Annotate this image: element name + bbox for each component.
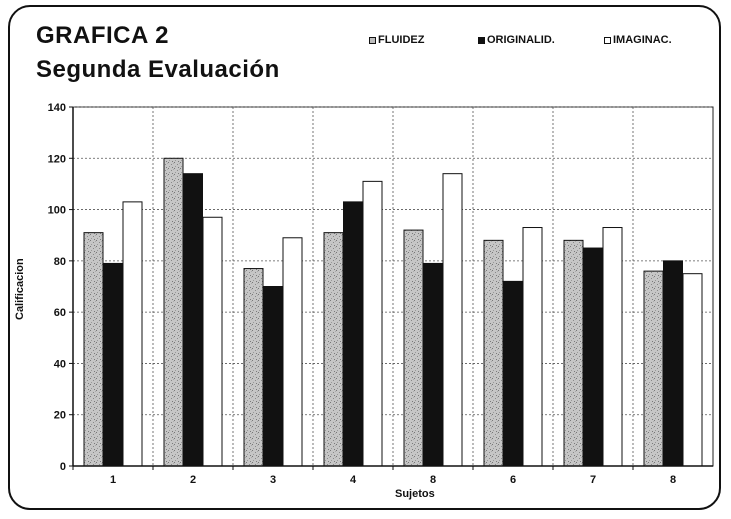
bar-fluidez	[483, 239, 504, 467]
bar-imaginac	[202, 216, 223, 467]
y-tick-label: 100	[48, 205, 66, 217]
legend-label-originalid: ORIGINALID.	[487, 34, 555, 46]
x-axis-label: Sujetos	[395, 488, 435, 500]
x-tick-label: 3	[270, 474, 276, 486]
legend-item-imaginac: IMAGINAC.	[604, 34, 672, 46]
y-tick-label: 0	[60, 461, 66, 473]
legend-item-originalid: ORIGINALID.	[478, 34, 555, 46]
bar-imaginac	[442, 173, 463, 467]
bar-originalid	[343, 201, 363, 467]
axes: 0 20 40 60 80 100 120 140 1 2 3 4 8 6 7 8	[48, 102, 713, 486]
bar-originalid	[503, 280, 523, 467]
legend-swatch-fluidez	[369, 36, 376, 44]
legend-label-imaginac: IMAGINAC.	[613, 34, 672, 46]
x-tick-label: 8	[430, 474, 436, 486]
bar-imaginac	[282, 237, 303, 467]
bar-originalid	[103, 262, 123, 467]
x-tick-label: 8	[670, 474, 676, 486]
bar-imaginac	[362, 180, 383, 467]
x-tick-label: 4	[350, 474, 357, 486]
bar-originalid	[663, 260, 683, 467]
bar-imaginac	[682, 273, 703, 467]
bar-imaginac	[522, 227, 543, 467]
bar-fluidez	[563, 239, 584, 467]
y-tick-label: 20	[54, 410, 66, 422]
y-tick-label: 120	[48, 153, 66, 165]
legend-swatch-imaginac	[604, 36, 611, 44]
chart-title: GRAFICA 2	[36, 22, 169, 49]
y-tick-label: 140	[48, 102, 66, 114]
chart-legend: FLUIDEZ ORIGINALID. IMAGINAC.	[0, 34, 731, 54]
bar-fluidez	[163, 157, 184, 467]
legend-item-fluidez: FLUIDEZ	[369, 34, 424, 46]
bars	[83, 157, 703, 467]
chart-frame	[8, 5, 721, 510]
bar-fluidez	[403, 229, 424, 467]
y-tick-label: 80	[54, 256, 66, 268]
bar-originalid	[583, 247, 603, 467]
bar-imaginac	[122, 201, 143, 467]
bar-fluidez	[243, 268, 264, 467]
bar-imaginac	[602, 227, 623, 467]
x-tick-label: 1	[110, 474, 116, 486]
x-tick-label: 7	[590, 474, 596, 486]
x-tick-label: 2	[190, 474, 196, 486]
chart-subtitle: Segunda Evaluación	[36, 56, 280, 83]
legend-label-fluidez: FLUIDEZ	[378, 34, 425, 46]
bar-originalid	[263, 286, 283, 467]
x-tick-label: 6	[510, 474, 516, 486]
bar-originalid	[183, 173, 203, 467]
bar-fluidez	[643, 270, 664, 467]
bar-fluidez	[83, 232, 104, 467]
legend-swatch-originalid	[478, 36, 485, 44]
bar-originalid	[423, 262, 443, 467]
y-tick-label: 60	[54, 307, 66, 319]
y-tick-label: 40	[54, 358, 66, 370]
bar-fluidez	[323, 232, 344, 467]
